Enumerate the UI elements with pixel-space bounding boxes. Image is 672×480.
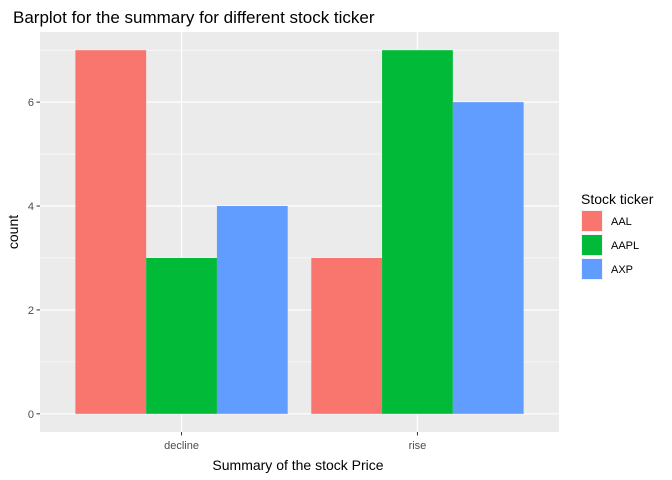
legend-label-aal: AAL: [611, 216, 632, 228]
bar-rise-aapl: [382, 50, 453, 414]
y-tick-label: 6: [28, 97, 34, 109]
y-tick-label: 0: [28, 409, 34, 421]
bar-decline-axp: [216, 206, 288, 414]
y-axis-ticks: 0 2 4 6: [28, 97, 40, 421]
legend-label-aapl: AAPL: [611, 240, 639, 252]
bar-rise-aal: [311, 257, 383, 414]
x-tick-label-decline: decline: [164, 440, 199, 452]
legend: Stock ticker AAL AAPL AXP: [581, 191, 654, 280]
legend-items: AAL AAPL AXP: [581, 210, 639, 280]
bar-decline-aal: [75, 50, 147, 414]
legend-swatch-axp: [582, 259, 602, 279]
bars: [75, 50, 524, 414]
x-tick-label-rise: rise: [409, 440, 427, 452]
bar-rise-axp: [452, 102, 524, 414]
x-axis-ticks: decline rise: [164, 432, 426, 452]
y-tick-label: 4: [28, 201, 34, 213]
y-tick-label: 2: [28, 305, 34, 317]
x-axis-title: Summary of the stock Price: [212, 457, 383, 473]
legend-title: Stock ticker: [581, 191, 654, 207]
legend-swatch-aal: [582, 211, 602, 231]
bar-decline-aapl: [146, 257, 217, 414]
legend-swatch-aapl: [582, 235, 602, 255]
y-axis-title: count: [5, 215, 21, 249]
legend-label-axp: AXP: [611, 264, 633, 276]
chart-title: Barplot for the summary for different st…: [13, 8, 375, 27]
